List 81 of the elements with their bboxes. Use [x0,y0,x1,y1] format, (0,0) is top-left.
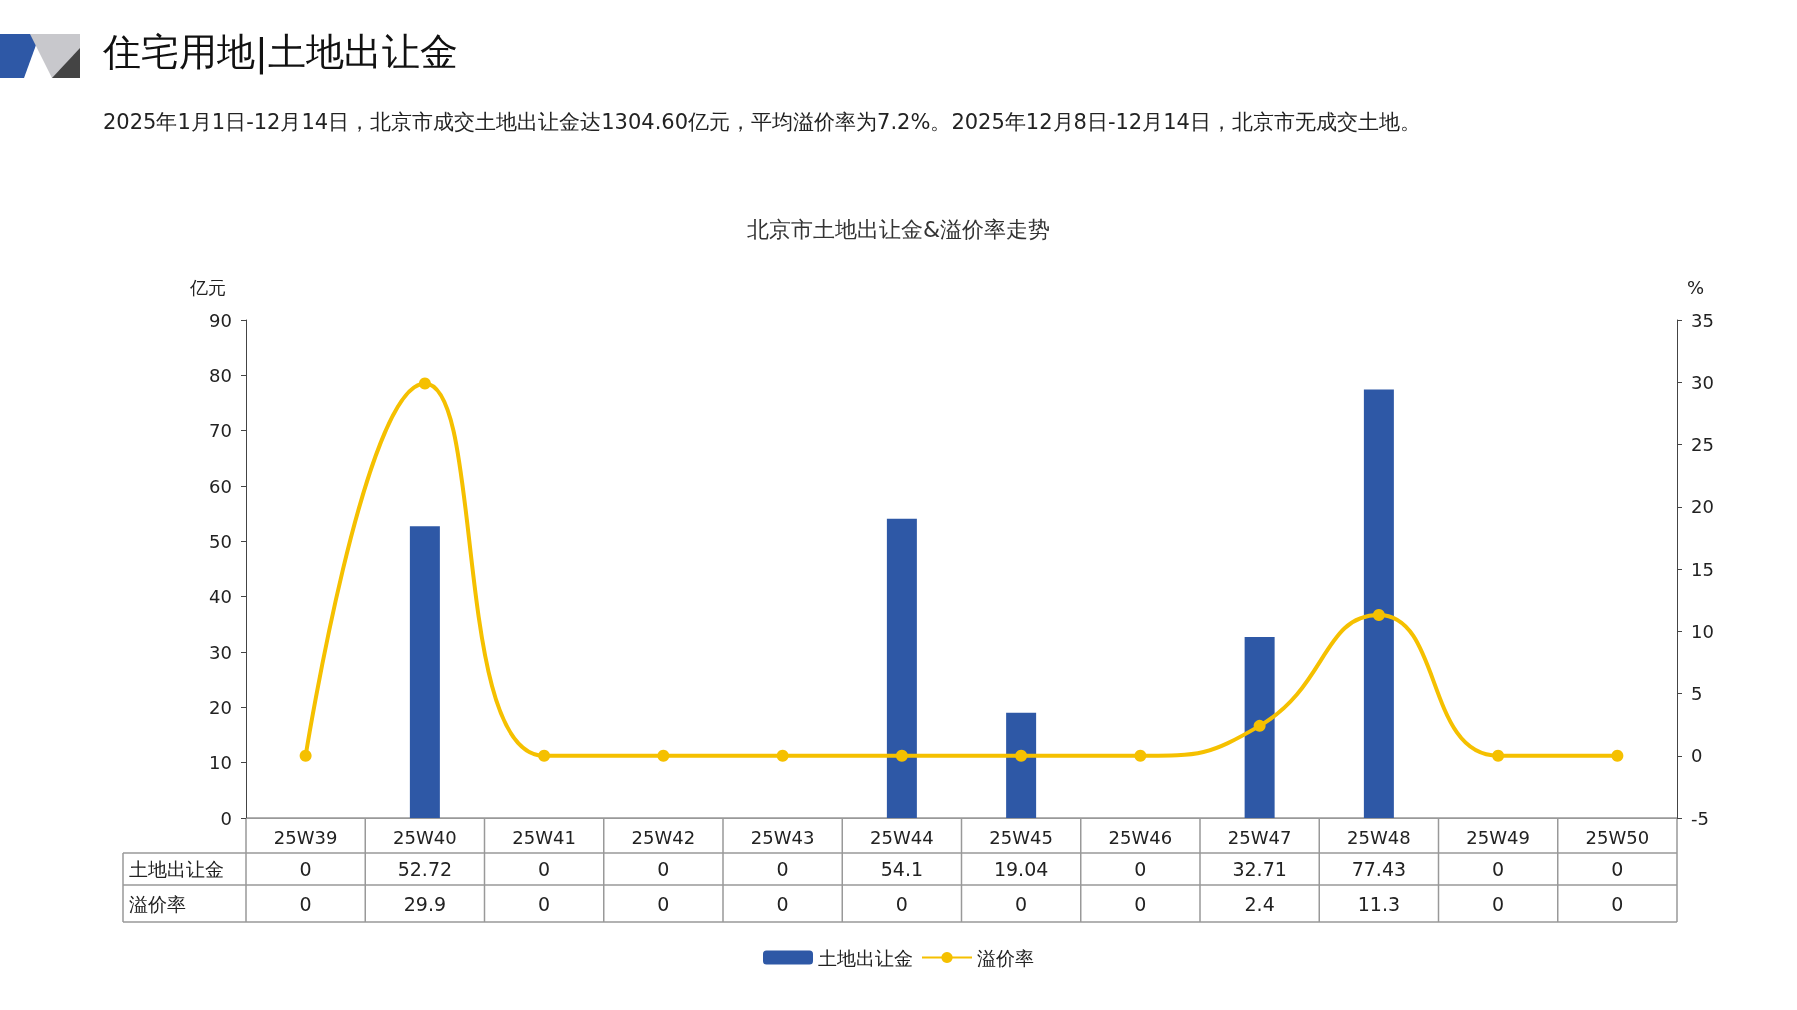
bar [1006,712,1037,818]
y-tick-label: 30 [209,641,232,663]
data-label: 52.72 [397,858,453,880]
point [1611,749,1624,762]
bar [886,518,917,818]
data-label: 0 [657,858,670,880]
y2-tick-label: 35 [1691,309,1714,331]
point [538,749,551,762]
y-axis-title: 亿元 [189,276,226,298]
point [1253,719,1266,732]
x-tick-label: 25W43 [750,826,815,848]
y-tick-label: 20 [209,696,232,718]
point [1372,609,1385,622]
bar [409,526,440,818]
y2-tick-label: 10 [1691,620,1714,642]
point [657,749,670,762]
y2-tick-label: 20 [1691,496,1714,518]
y2-tick-label: 0 [1691,745,1703,767]
data-label: 0 [776,858,789,880]
x-tick-label: 25W42 [631,826,696,848]
data-label: 11.3 [1357,892,1401,915]
x-tick-label: 25W47 [1227,826,1292,848]
chart-title: 住宅用地|土地出让金 [102,30,458,75]
y-tick-label: 0 [220,807,232,829]
point [418,377,431,390]
data-label: 0 [538,892,551,915]
data-label: 0 [1134,858,1147,880]
data-label: 0 [657,892,670,915]
x-tick-label: 25W48 [1347,826,1411,848]
y-tick-label: 60 [209,475,232,497]
y2-tick-label: 30 [1691,371,1714,393]
y-tick-label: 10 [209,752,232,774]
point [299,749,312,762]
x-tick-label: 25W50 [1585,826,1650,848]
data-label: 0 [1492,858,1505,880]
x-tick-label: 25W45 [989,826,1053,848]
point [895,749,908,762]
data-label: 29.9 [403,892,447,915]
data-label: 2.4 [1244,892,1275,915]
x-tick-label: 25W49 [1466,826,1530,848]
point [1134,749,1147,762]
data-label: 54.1 [880,858,924,880]
data-label: 0 [1015,892,1028,915]
text: 北京市土地出让金&溢价率走势 [746,216,1051,242]
data-label: 0 [776,892,789,915]
y2-axis-title: % [1687,276,1705,298]
chart-subtitle: 2025年1月1日-12月14日，北京市成交土地出让金达1304.60亿元，平均溢价率为7.2%。2025年12月8日-12月14日，北京市无成交土地。 [103,109,1421,134]
y-tick-label: 40 [209,586,232,608]
text: 溢价率 [129,892,186,915]
data-label: 0 [1611,858,1624,880]
x-tick-label: 25W40 [393,826,457,848]
data-label: 0 [299,892,312,915]
data-label: 19.04 [993,858,1049,880]
data-label: 0 [895,892,908,915]
y-tick-label: 80 [209,364,232,386]
data-label: 0 [299,858,312,880]
y-tick-label: 70 [209,420,232,442]
x-tick-label: 25W46 [1108,826,1173,848]
point [776,749,789,762]
y-tick-label: 50 [209,530,232,552]
y-tick-label: 90 [209,309,232,331]
data-label: 0 [1134,892,1147,915]
x-tick-label: 25W44 [870,826,934,848]
x-tick-label: 25W41 [512,826,576,848]
bar [1244,637,1275,818]
data-label: 0 [1492,892,1505,915]
data-label: 32.71 [1232,858,1287,880]
point [1492,749,1505,762]
text: 土地出让金 [129,858,224,880]
y2-tick-label: 15 [1691,558,1714,580]
legend-label: 土地出让金 [818,946,913,969]
y2-tick-label: 5 [1691,683,1703,704]
data-label: 77.43 [1351,858,1407,880]
bar [1363,389,1394,818]
point [1015,749,1028,762]
y2-tick-label: -5 [1691,807,1709,829]
data-label: 0 [1611,892,1624,915]
y2-tick-label: 25 [1691,434,1714,455]
data-label: 0 [538,858,551,880]
x-tick-label: 25W39 [273,826,338,848]
legend-label: 溢价率 [977,946,1034,969]
